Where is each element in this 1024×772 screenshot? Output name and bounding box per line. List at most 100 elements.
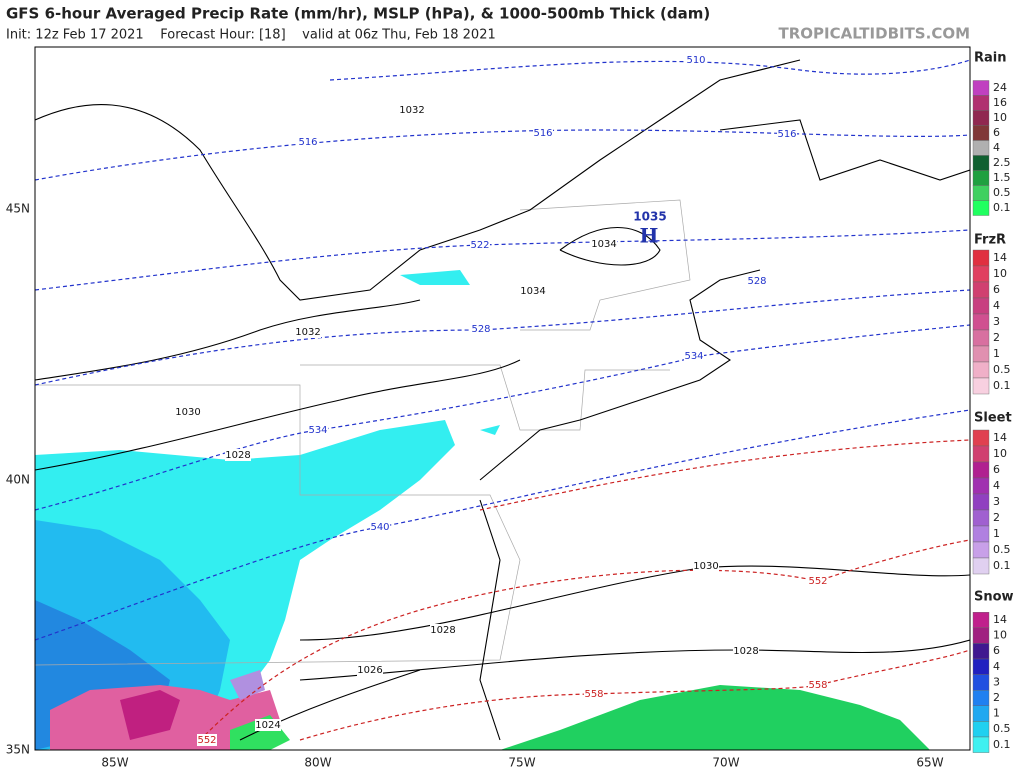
- isobar-label: 1032: [399, 105, 424, 116]
- legend-swatch: [972, 345, 990, 363]
- legend-title: Rain: [974, 51, 1007, 66]
- longitude-label: 70W: [712, 756, 739, 770]
- legend-label: 0.5: [993, 363, 1011, 376]
- site-name: TROPICALTIDBITS.COM: [779, 25, 971, 43]
- isobar-label-bg: [295, 326, 321, 338]
- legend-label: 3: [993, 495, 1000, 508]
- map-frame: [34, 46, 971, 751]
- legend-label: 1.5: [993, 171, 1011, 184]
- thickness-label-bg: [684, 350, 704, 362]
- subtitle: Init: 12z Feb 17 2021 Forecast Hour: [18…: [6, 28, 496, 43]
- isobar-label: 1028: [225, 450, 250, 461]
- thickness-label: 558: [584, 689, 603, 700]
- legend-swatch: [972, 265, 990, 283]
- latitude-label: 40N: [6, 473, 30, 487]
- legend-label: 6: [993, 644, 1000, 657]
- legend-swatch: [972, 627, 990, 644]
- legend-swatch: [972, 658, 990, 675]
- map-area: [35, 47, 970, 750]
- thickness-label-bg: [308, 424, 328, 436]
- thickness-label-bg: [471, 323, 491, 335]
- legend-label: 10: [993, 629, 1007, 642]
- legend-swatch: [972, 721, 990, 738]
- legend-label: 1: [993, 347, 1000, 360]
- legend-swatch: [972, 674, 990, 691]
- thickness-label-bg: [686, 54, 706, 66]
- longitude-label: 75W: [508, 756, 535, 770]
- legend-label: 10: [993, 111, 1007, 124]
- legend-swatch: [972, 297, 990, 315]
- thickness-label: 516: [777, 129, 796, 140]
- isobar-label-bg: [357, 664, 383, 676]
- legend-swatch: [972, 329, 990, 347]
- legend-title: Snow: [974, 590, 1014, 605]
- legend-title: Sleet: [974, 411, 1012, 426]
- legend-label: 6: [993, 126, 1000, 139]
- legend-label: 4: [993, 299, 1000, 312]
- legend-swatch: [972, 170, 990, 186]
- legend-title: FrzR: [974, 233, 1006, 248]
- legend-swatch: [972, 445, 990, 463]
- legend-label: 4: [993, 660, 1000, 673]
- thickness-label: 516: [298, 137, 317, 148]
- thickness-label: 552: [197, 735, 216, 746]
- generated-labels: 85W 80W 75W 70W 65W45N40N35N1032103410341032…: [6, 51, 1014, 770]
- thickness-label: 534: [308, 425, 327, 436]
- isobar-label: 1028: [733, 646, 758, 657]
- thickness-label: 540: [370, 522, 389, 533]
- legend-swatch: [972, 313, 990, 331]
- thickness-label: 552: [808, 576, 827, 587]
- legend-label: 2: [993, 691, 1000, 704]
- isobar-label: 1034: [520, 286, 545, 297]
- isobar-label: 1030: [693, 561, 718, 572]
- legend-label: 0.5: [993, 186, 1011, 199]
- high-pressure-symbol: H: [640, 224, 659, 248]
- legend-label: 16: [993, 96, 1007, 109]
- legend-swatch: [972, 705, 990, 722]
- isobar-label: 1028: [430, 625, 455, 636]
- legend-swatch: [972, 140, 990, 156]
- legend-swatch: [972, 477, 990, 495]
- isobar-label: 1032: [295, 327, 320, 338]
- isobar-label: 1024: [255, 720, 280, 731]
- legend-swatch: [972, 461, 990, 479]
- legend-swatch: [972, 493, 990, 511]
- legend-swatch: [972, 509, 990, 527]
- legend-label: 6: [993, 283, 1000, 296]
- latitude-label: 45N: [6, 202, 30, 216]
- thickness-label-bg: [808, 575, 828, 587]
- longitude-label: 85W: [101, 756, 128, 770]
- isobar-label-bg: [399, 104, 425, 116]
- legend-swatch: [972, 690, 990, 707]
- legend-swatch: [972, 249, 990, 267]
- legend-swatch: [972, 80, 990, 96]
- thickness-label: 522: [470, 240, 489, 251]
- legend-swatch: [972, 95, 990, 111]
- legend-label: 2: [993, 511, 1000, 524]
- legend-swatch: [972, 200, 990, 216]
- legend-label: 2.5: [993, 156, 1011, 169]
- title: GFS 6-hour Averaged Precip Rate (mm/hr),…: [6, 5, 710, 23]
- thickness-label: 528: [471, 324, 490, 335]
- legend-swatch: [972, 155, 990, 171]
- isobar-label-bg: [733, 645, 759, 657]
- legend-swatch: [972, 125, 990, 141]
- thickness-label-bg: [808, 679, 828, 691]
- legend-label: 14: [993, 613, 1007, 626]
- isobar-label: 1034: [591, 239, 616, 250]
- legend-label: 2: [993, 331, 1000, 344]
- latitude-label: 35N: [6, 743, 30, 757]
- legend-swatch: [972, 525, 990, 543]
- isobar-label-bg: [175, 406, 201, 418]
- legend-label: 3: [993, 675, 1000, 688]
- legend-swatch: [972, 429, 990, 447]
- legend-label: 10: [993, 267, 1007, 280]
- legend-swatch: [972, 736, 990, 753]
- thickness-label-bg: [370, 521, 390, 533]
- isobar-label-bg: [591, 238, 617, 250]
- legend-label: 0.5: [993, 722, 1011, 735]
- legend-label: 0.5: [993, 543, 1011, 556]
- thickness-label: 558: [808, 680, 827, 691]
- legend-swatch: [972, 643, 990, 660]
